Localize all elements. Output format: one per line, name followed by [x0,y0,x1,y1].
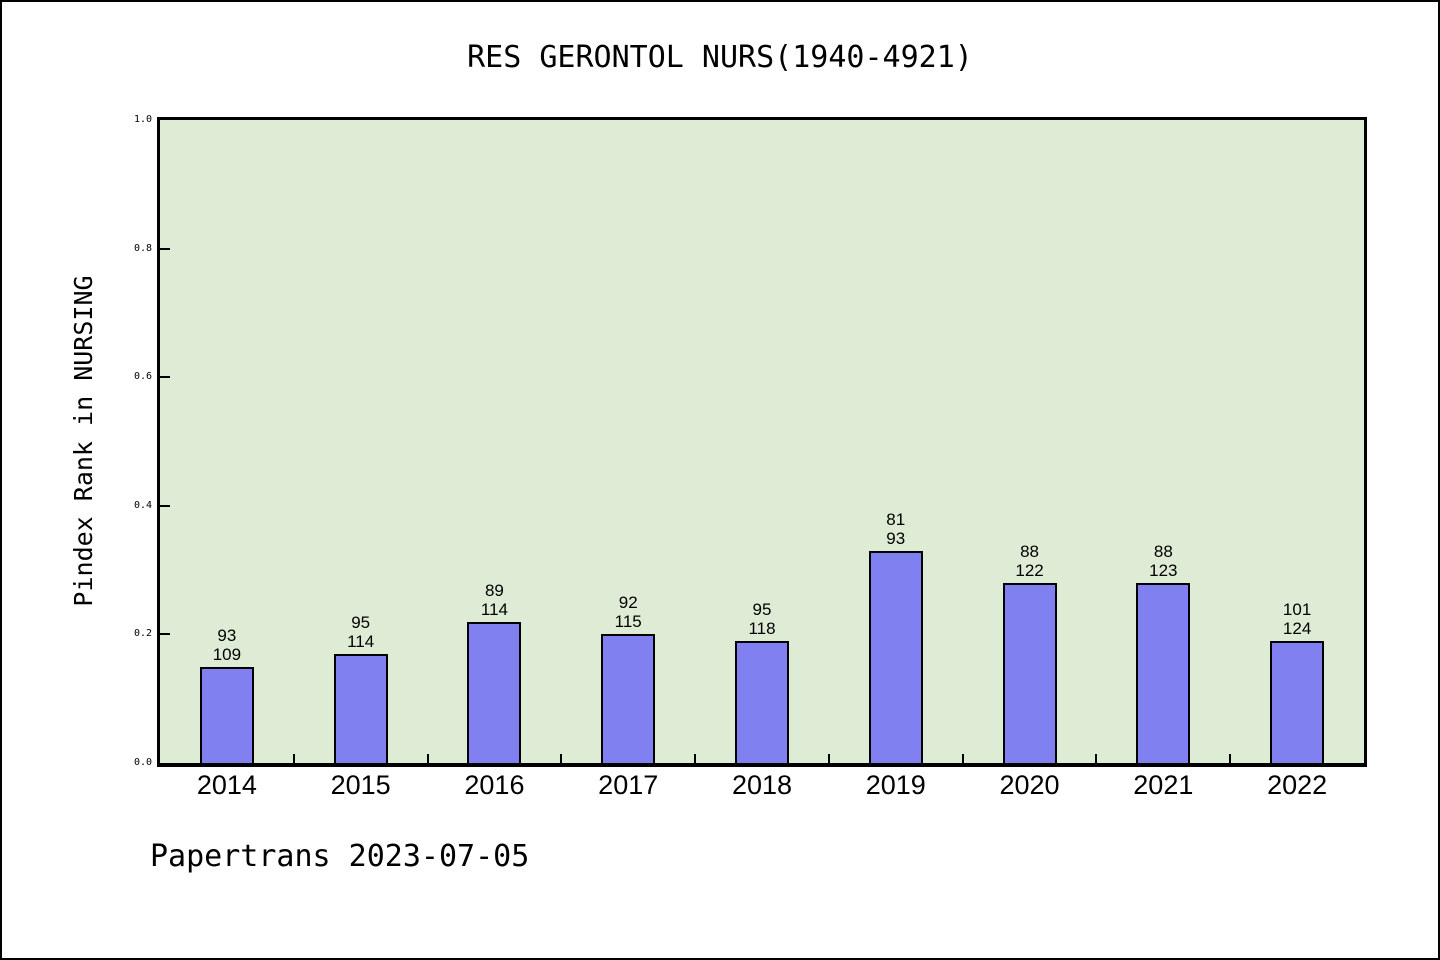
bar [601,634,656,763]
bar-value-label: 93 109 [177,626,277,664]
bar-value-label: 89 114 [444,581,544,619]
y-tick-label: 1.0 [133,114,152,125]
bar-value-label: 95 114 [311,613,411,651]
bar-value-label: 92 115 [578,593,678,631]
bar-value-total: 109 [212,645,242,664]
y-tick-label: 0.2 [133,628,152,639]
y-tick-mark [160,248,170,250]
y-tick-mark [160,633,170,635]
x-tick-label: 2015 [330,770,391,800]
bar [1270,641,1325,763]
x-tick-mark [427,754,429,763]
y-tick-label: 0.8 [133,243,152,254]
bar-value-total: 115 [614,612,642,631]
bar [735,641,789,763]
y-tick-label: 0.4 [133,500,152,511]
bar-value-label: 88 122 [980,542,1080,580]
bar [1136,583,1191,763]
footer-watermark: Papertrans 2023-07-05 [150,839,530,874]
x-tick-label: 2014 [196,770,257,800]
bar-value-total: 93 [886,529,906,548]
bar [868,551,923,763]
y-axis-label: Pindex Rank in NURSING [69,275,98,607]
bar [199,667,254,763]
bar [467,622,522,763]
bar-value-rank: 95 [752,600,772,619]
x-tick-mark [293,754,295,763]
bar-value-total: 118 [748,619,776,638]
bar-value-rank: 93 [217,626,237,645]
x-tick-label: 2020 [999,770,1060,800]
bar-value-label: 81 93 [846,510,946,548]
bar-value-total: 124 [1282,619,1312,638]
x-tick-mark [694,754,696,763]
y-tick-label: 0.0 [133,757,152,768]
bar-value-label: 101 124 [1247,600,1347,638]
x-tick-label: 2018 [731,770,793,800]
y-tick-label: 0.6 [133,371,152,382]
bar-value-rank: 88 [1020,542,1039,561]
bar [1002,583,1057,763]
x-tick-label: 2017 [598,770,659,800]
x-tick-label: 2016 [464,770,525,800]
bar [333,654,388,763]
bar-value-rank: 95 [351,613,371,632]
bar-value-total: 114 [480,600,508,619]
y-tick-mark [160,376,170,378]
x-tick-mark [828,754,830,763]
y-tick-mark [160,505,170,507]
x-tick-mark [1229,754,1231,763]
bar-value-total: 122 [1015,561,1044,580]
bar-value-rank: 92 [618,593,638,612]
x-tick-label: 2021 [1133,770,1194,800]
bar-value-rank: 81 [886,510,906,529]
bar-value-rank: 89 [484,581,504,600]
bar-value-label: 88 123 [1113,542,1213,580]
x-tick-label: 2022 [1267,770,1328,800]
x-tick-label: 2019 [865,770,926,800]
bar-value-total: 114 [347,632,375,651]
chart-title: RES GERONTOL NURS(1940-4921) [467,40,973,75]
x-tick-mark [560,754,562,763]
bar-value-rank: 101 [1282,600,1312,619]
x-tick-mark [1095,754,1097,763]
bar-value-total: 123 [1149,561,1178,580]
bar-value-label: 95 118 [712,600,812,638]
bar-value-rank: 88 [1153,542,1173,561]
plot-area: 93 109 95 114 89 114 92 115 95 118 81 93 88 122 88 123 1… [157,117,1367,767]
x-tick-mark [962,754,964,763]
